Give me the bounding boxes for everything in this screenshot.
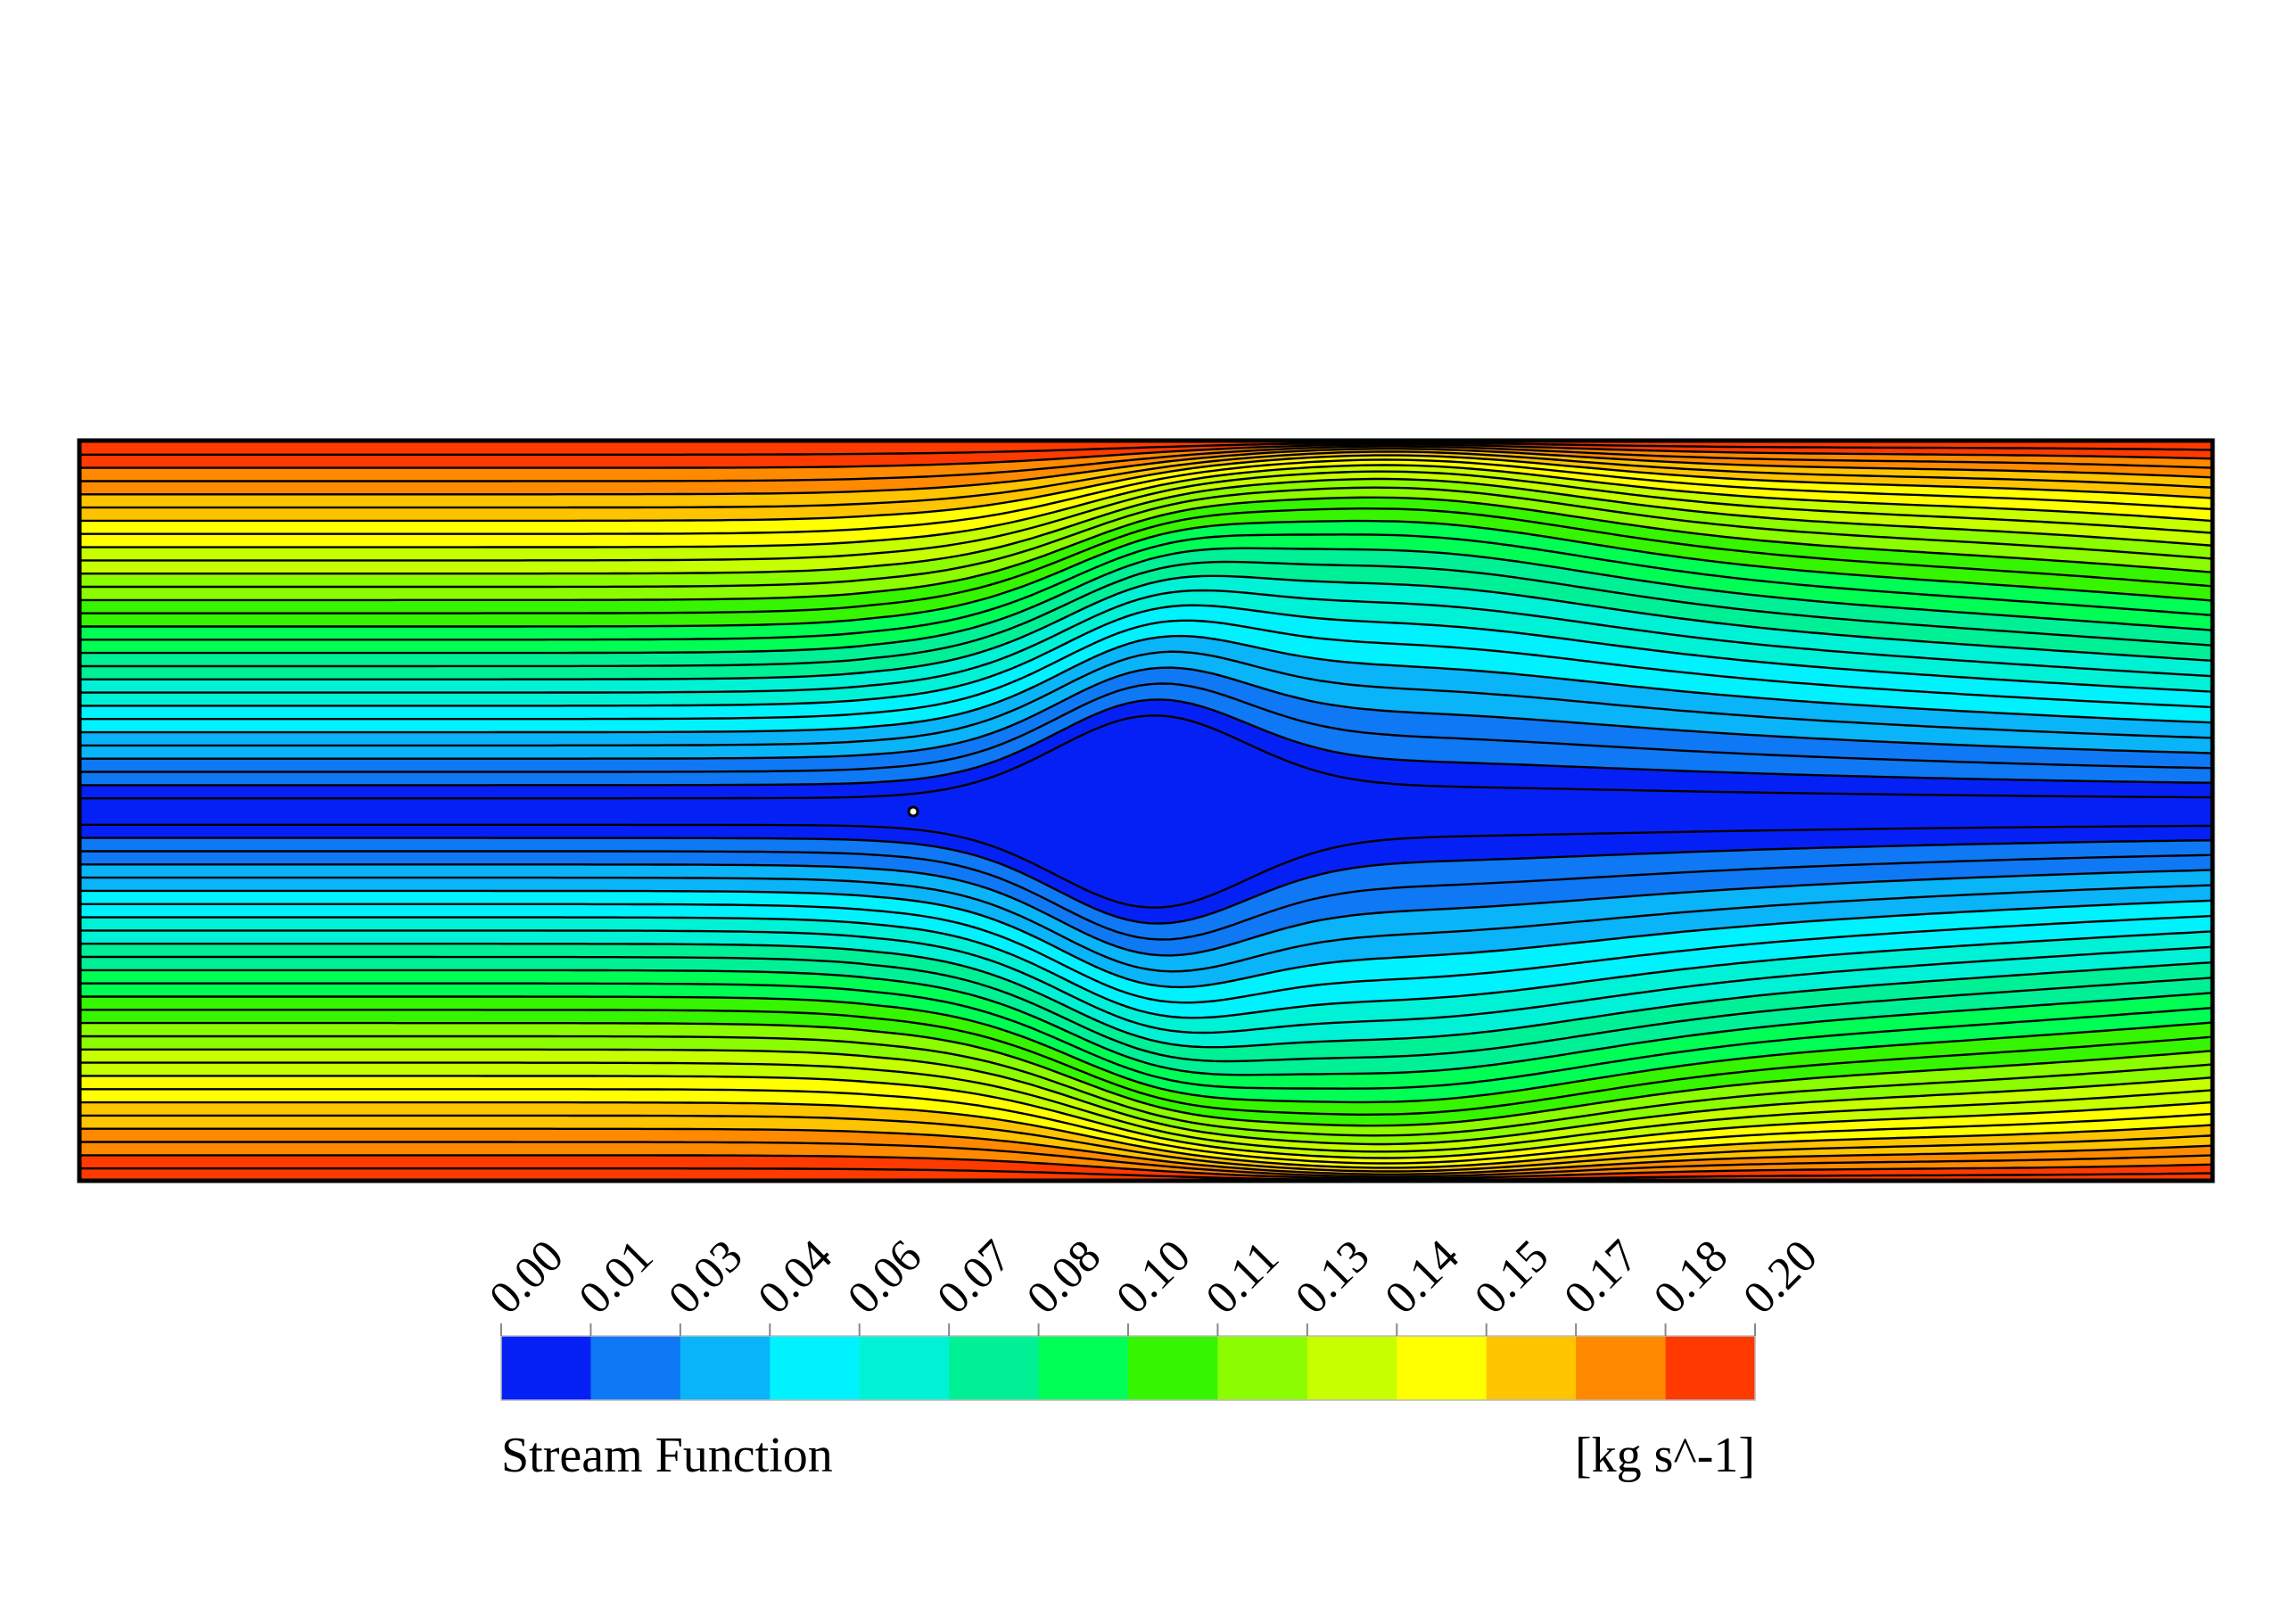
domain-border [77, 438, 2215, 1183]
legend-tick-label: 0.04 [748, 1231, 842, 1324]
contour-line [79, 547, 2213, 655]
contour-line [79, 995, 2213, 1104]
legend-tick-label: 0.17 [1554, 1231, 1648, 1324]
contour-line [79, 458, 2213, 535]
legend-swatch [1397, 1336, 1488, 1400]
contour-line [79, 698, 2213, 787]
legend-tick-label: 0.20 [1734, 1231, 1827, 1324]
legend-tick-label: 0.03 [659, 1231, 753, 1324]
contour-line [79, 574, 2213, 680]
contour-line [79, 1048, 2213, 1146]
contour-line [79, 863, 2213, 957]
legend-swatch [859, 1336, 950, 1400]
contour-line [79, 450, 2213, 509]
contour-line [79, 889, 2213, 989]
legend-tick-label: 0.11 [1197, 1232, 1289, 1323]
legend-swatch [1665, 1336, 1756, 1400]
contour-line [79, 1021, 2213, 1127]
legend-swatch [1576, 1336, 1667, 1400]
legend-swatch [1486, 1336, 1577, 1400]
contour-line [79, 876, 2213, 973]
legend-swatch [1306, 1336, 1397, 1400]
contour-line [79, 969, 2213, 1076]
contour-line [79, 443, 2213, 469]
legend-swatch [590, 1336, 681, 1400]
contour-line [79, 1167, 2213, 1181]
legend-title: Stream Function [501, 1428, 833, 1483]
contour-line [79, 464, 2213, 548]
contour-line [79, 929, 2213, 1035]
contour-line [79, 650, 2213, 747]
contour-line [79, 486, 2213, 589]
legend-tick-label: 0.00 [480, 1231, 573, 1324]
contour-line [79, 1101, 2213, 1169]
legend-tick-label: 0.08 [1018, 1231, 1111, 1324]
contour-line [79, 903, 2213, 1004]
contour-line [79, 666, 2213, 760]
contour-line [79, 837, 2213, 925]
contour-line [79, 982, 2213, 1090]
legend-swatch [501, 1336, 592, 1400]
contour-line [79, 634, 2213, 734]
color-legend: 0.000.010.030.040.060.070.080.100.110.13… [480, 1231, 1827, 1401]
contour-line [79, 507, 2213, 614]
contour-line [79, 477, 2213, 575]
contour-line [79, 1141, 2213, 1178]
contour-line [79, 445, 2213, 482]
contour-line [79, 682, 2213, 773]
contour-line [79, 1154, 2213, 1180]
contour-lines [79, 441, 2213, 1181]
legend-unit: [kg s^-1] [1575, 1428, 1755, 1483]
contour-line [79, 560, 2213, 668]
contour-line [79, 955, 2213, 1063]
legend-swatch [1038, 1336, 1129, 1400]
legend-tick-label: 0.15 [1465, 1231, 1559, 1324]
legend-tick-label: 0.14 [1375, 1231, 1469, 1324]
contour-line [79, 1127, 2213, 1175]
contour-line [79, 496, 2213, 602]
contour-line [79, 604, 2213, 707]
contour-line [79, 916, 2213, 1019]
contour-line [79, 619, 2213, 721]
contour-line [79, 850, 2213, 941]
contour-line [79, 1088, 2213, 1165]
legend-tick-label: 0.06 [838, 1231, 932, 1324]
legend-swatch [770, 1336, 861, 1400]
contour-line [79, 943, 2213, 1049]
legend-swatch [680, 1336, 771, 1400]
legend-tick-label: 0.18 [1644, 1231, 1738, 1324]
legend-swatch [1128, 1336, 1219, 1400]
contour-line [79, 1114, 2213, 1173]
contour-line [79, 519, 2213, 628]
contour-line [79, 1035, 2213, 1137]
contour-line [79, 823, 2213, 909]
contour-bands [79, 441, 2213, 1181]
legend-swatch [949, 1336, 1040, 1400]
probe-point-marker [907, 805, 919, 818]
contour-line [79, 441, 2213, 456]
legend-tick-label: 0.13 [1286, 1231, 1380, 1324]
contour-line [79, 589, 2213, 694]
contour-line [79, 533, 2213, 641]
contour-line [79, 714, 2213, 800]
legend-tick-label: 0.10 [1107, 1231, 1200, 1324]
contour-line [79, 470, 2213, 562]
contour-line [79, 448, 2213, 496]
contour-band [79, 715, 2213, 908]
legend-tick-label: 0.01 [570, 1231, 663, 1324]
legend-tick-label: 0.07 [927, 1231, 1021, 1324]
contour-line [79, 1075, 2213, 1159]
contour-line [79, 454, 2213, 523]
contour-line [79, 1009, 2213, 1117]
legend-swatch [1217, 1336, 1308, 1400]
contour-line [79, 1061, 2213, 1153]
